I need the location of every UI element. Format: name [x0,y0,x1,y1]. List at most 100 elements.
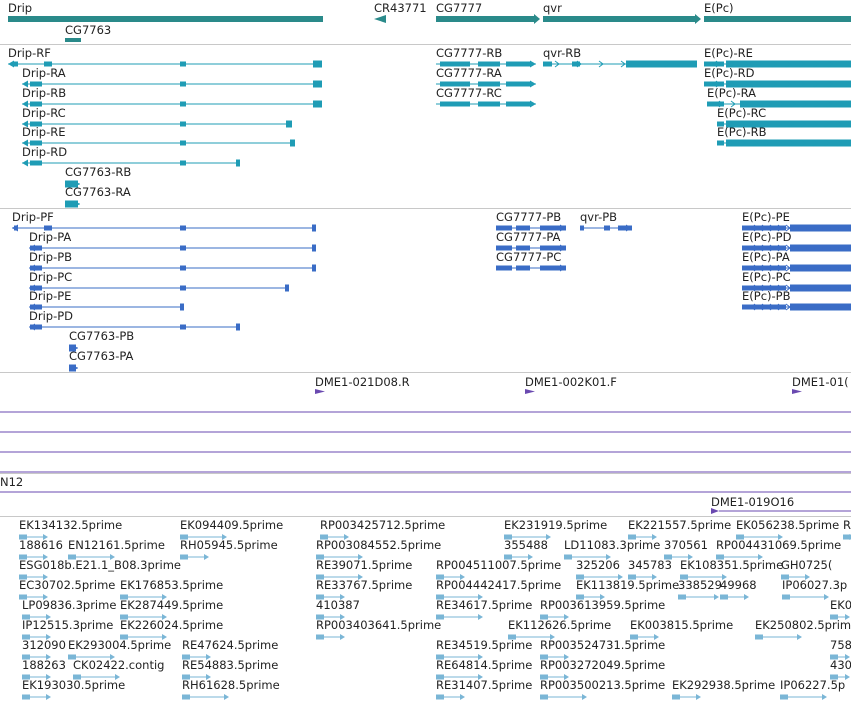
est-ek112626-5prime[interactable] [508,634,555,640]
transcript-e-pc-rc[interactable] [717,120,851,128]
transcript-e-pc-ra[interactable] [707,100,851,108]
clone-dme1-021d08-r[interactable] [315,389,325,394]
est-312090[interactable] [22,654,51,660]
transcript-drip-pf[interactable] [12,224,316,232]
est-370561[interactable] [664,554,693,560]
est-ip06027-3p[interactable] [782,594,829,600]
est-ek293004-5prime[interactable] [68,654,115,660]
est-rp003613959-5prime[interactable] [540,614,569,620]
est-rp003272049-5prime[interactable] [540,674,569,680]
est-ec30702-5prime[interactable] [19,594,48,600]
clone-dme1-002k01-f[interactable] [525,389,535,394]
est-ek134132-5prime[interactable] [19,534,48,540]
transcript-drip-rb[interactable] [22,100,322,108]
est-re34617-5prime[interactable] [436,614,483,620]
transcript-e-pc-re[interactable] [704,60,851,68]
transcript-drip-ra[interactable] [22,80,322,88]
transcript-e-pc-pc[interactable] [742,284,851,292]
est-338529[interactable] [678,594,719,600]
transcript-drip-rc[interactable] [22,120,292,128]
gene-drip[interactable] [8,16,323,22]
est-188263[interactable] [22,674,51,680]
transcript-qvr-pb[interactable] [580,224,632,232]
est-ek113819-5prime[interactable] [576,594,605,600]
est-ek226024-5prime[interactable] [120,634,167,640]
gene-qvr[interactable] [543,16,695,22]
transcript-cg7763-rb[interactable] [65,180,80,188]
est-ip06227-5p[interactable] [780,694,827,700]
est-ld11083-3prime[interactable] [564,554,611,560]
transcript-drip-pd[interactable] [29,323,240,331]
transcript-cg7777-rb[interactable] [436,60,536,68]
est-re47624-5prime[interactable] [182,654,211,660]
est-re54883-5prime[interactable] [182,674,211,680]
est-rp003403641-5prime[interactable] [316,634,345,640]
est-758[interactable] [830,654,850,660]
est-r[interactable] [843,534,851,540]
est-355488[interactable] [504,554,533,560]
est-rp003500213-5prime[interactable] [540,694,587,700]
transcript-e-pc-pa[interactable] [742,264,851,272]
est-re34519-5prime[interactable] [436,654,483,660]
transcript-e-pc-rb[interactable] [717,139,851,147]
transcript-e-pc-pd[interactable] [742,244,851,252]
est-rp004511007-5prime[interactable] [436,574,465,580]
transcript-drip-re[interactable] [22,139,295,147]
transcript-drip-rd[interactable] [22,159,240,167]
est-ip12515-3prime[interactable] [22,634,51,640]
est-ek292938-5prime[interactable] [672,694,701,700]
transcript-cg7777-pa[interactable] [496,244,566,252]
est-ck02422-contig[interactable] [73,674,120,680]
est-rp004442417-5prime[interactable] [436,594,483,600]
transcript-drip-pe[interactable] [29,303,184,311]
transcript-drip-pb[interactable] [29,264,316,272]
est-re31407-5prime[interactable] [436,694,465,700]
est-325206[interactable] [576,574,623,580]
transcript-e-pc-pe[interactable] [742,224,851,232]
gene-cr43771[interactable] [374,15,386,23]
gene-cg7777[interactable] [436,16,534,22]
transcript-cg7777-pc[interactable] [496,264,566,272]
transcript-e-pc-pb[interactable] [742,303,851,311]
transcript-cg7763-pa[interactable] [69,364,78,372]
est-re39071-5prime[interactable] [316,574,363,580]
transcript-cg7777-rc[interactable] [436,100,536,108]
est-rp003084552-5prime[interactable] [316,554,363,560]
est-ek231919-5prime[interactable] [504,534,551,540]
est-rh05945-5prime[interactable] [180,554,209,560]
est-lp09836-3prime[interactable] [22,614,51,620]
est-rh61628-5prime[interactable] [182,694,229,700]
est-ek193030-5prime[interactable] [22,694,51,700]
est-ek056238-5prime[interactable] [736,534,783,540]
est-49968[interactable] [720,594,749,600]
est-en12161-5prime[interactable] [68,554,115,560]
est-345783[interactable] [628,574,657,580]
gene-epc[interactable] [704,16,851,22]
transcript-cg7763-pb[interactable] [69,344,78,352]
est-430[interactable] [830,674,850,680]
transcript-qvr-rb[interactable] [543,60,697,68]
est-re64814-5prime[interactable] [436,674,483,680]
transcript-drip-rf[interactable] [8,60,322,68]
est-ek176853-5prime[interactable] [120,594,167,600]
transcript-drip-pa[interactable] [29,244,316,252]
est-ek094409-5prime[interactable] [180,534,227,540]
est-rp004431069-5prime[interactable] [716,554,763,560]
est-410387[interactable] [316,614,345,620]
gene-cg7763[interactable] [65,38,81,42]
est-ek0[interactable] [830,614,850,620]
est-ek221557-5prime[interactable] [628,534,657,540]
est-ek108351-5prime[interactable] [680,574,727,580]
est-rp003425712-5prime[interactable] [320,534,349,540]
est-ek287449-5prime[interactable] [120,614,167,620]
transcript-cg7763-ra[interactable] [65,200,80,208]
transcript-cg7777-pb[interactable] [496,224,566,232]
est-ek003815-5prime[interactable] [630,634,659,640]
est-gh0725[interactable] [781,574,810,580]
est-rp003524731-5prime[interactable] [540,654,569,660]
est-ek250802-5prime[interactable] [755,634,802,640]
est-188616[interactable] [19,554,48,560]
clone-dme1-01[interactable] [792,389,802,394]
transcript-cg7777-ra[interactable] [436,80,536,88]
est-esg018b-e21-1-b08-3prime[interactable] [19,574,48,580]
